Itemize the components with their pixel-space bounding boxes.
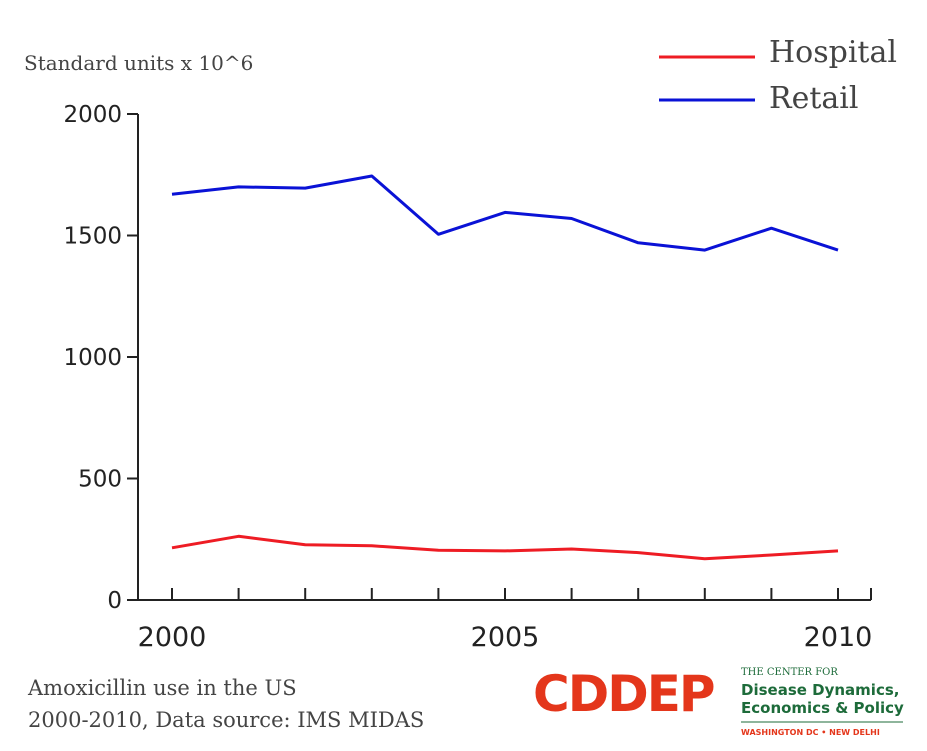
y-tick-label: 2000 (63, 102, 122, 128)
series-line-hospital (171, 534, 839, 561)
logo-wordmark: CDDEP (533, 665, 714, 723)
x-ticks: 2000 2005 2010 (138, 588, 873, 653)
logo-line-3: Economics & Policy (741, 699, 904, 717)
caption-line-1: Amoxicillin use in the US (27, 676, 297, 700)
legend-label-hospital: Hospital (769, 35, 897, 70)
logo-line-1: THE CENTER FOR (741, 667, 838, 678)
caption-line-2: 2000-2010, Data source: IMS MIDAS (28, 708, 424, 732)
x-tick-label: 2010 (804, 622, 873, 653)
x-tick-label: 2000 (138, 622, 207, 653)
legend: Hospital Retail (659, 35, 897, 116)
y-ticks: 0 500 1000 1500 2000 (63, 102, 138, 614)
y-tick-label: 1500 (63, 224, 122, 250)
x-tick-label: 2005 (471, 622, 540, 653)
logo-line-4: WASHINGTON DC • NEW DELHI (741, 728, 880, 737)
series-line-retail (171, 174, 839, 252)
y-tick-label: 1000 (63, 345, 122, 371)
y-axis-title: Standard units x 10^6 (24, 51, 253, 75)
legend-label-retail: Retail (769, 81, 858, 116)
y-tick-label: 0 (107, 588, 122, 614)
logo-line-2: Disease Dynamics, (741, 681, 899, 699)
cddep-logo: CDDEP THE CENTER FOR Disease Dynamics, E… (533, 665, 904, 737)
y-tick-label: 500 (78, 467, 122, 493)
series-layer (171, 174, 839, 561)
